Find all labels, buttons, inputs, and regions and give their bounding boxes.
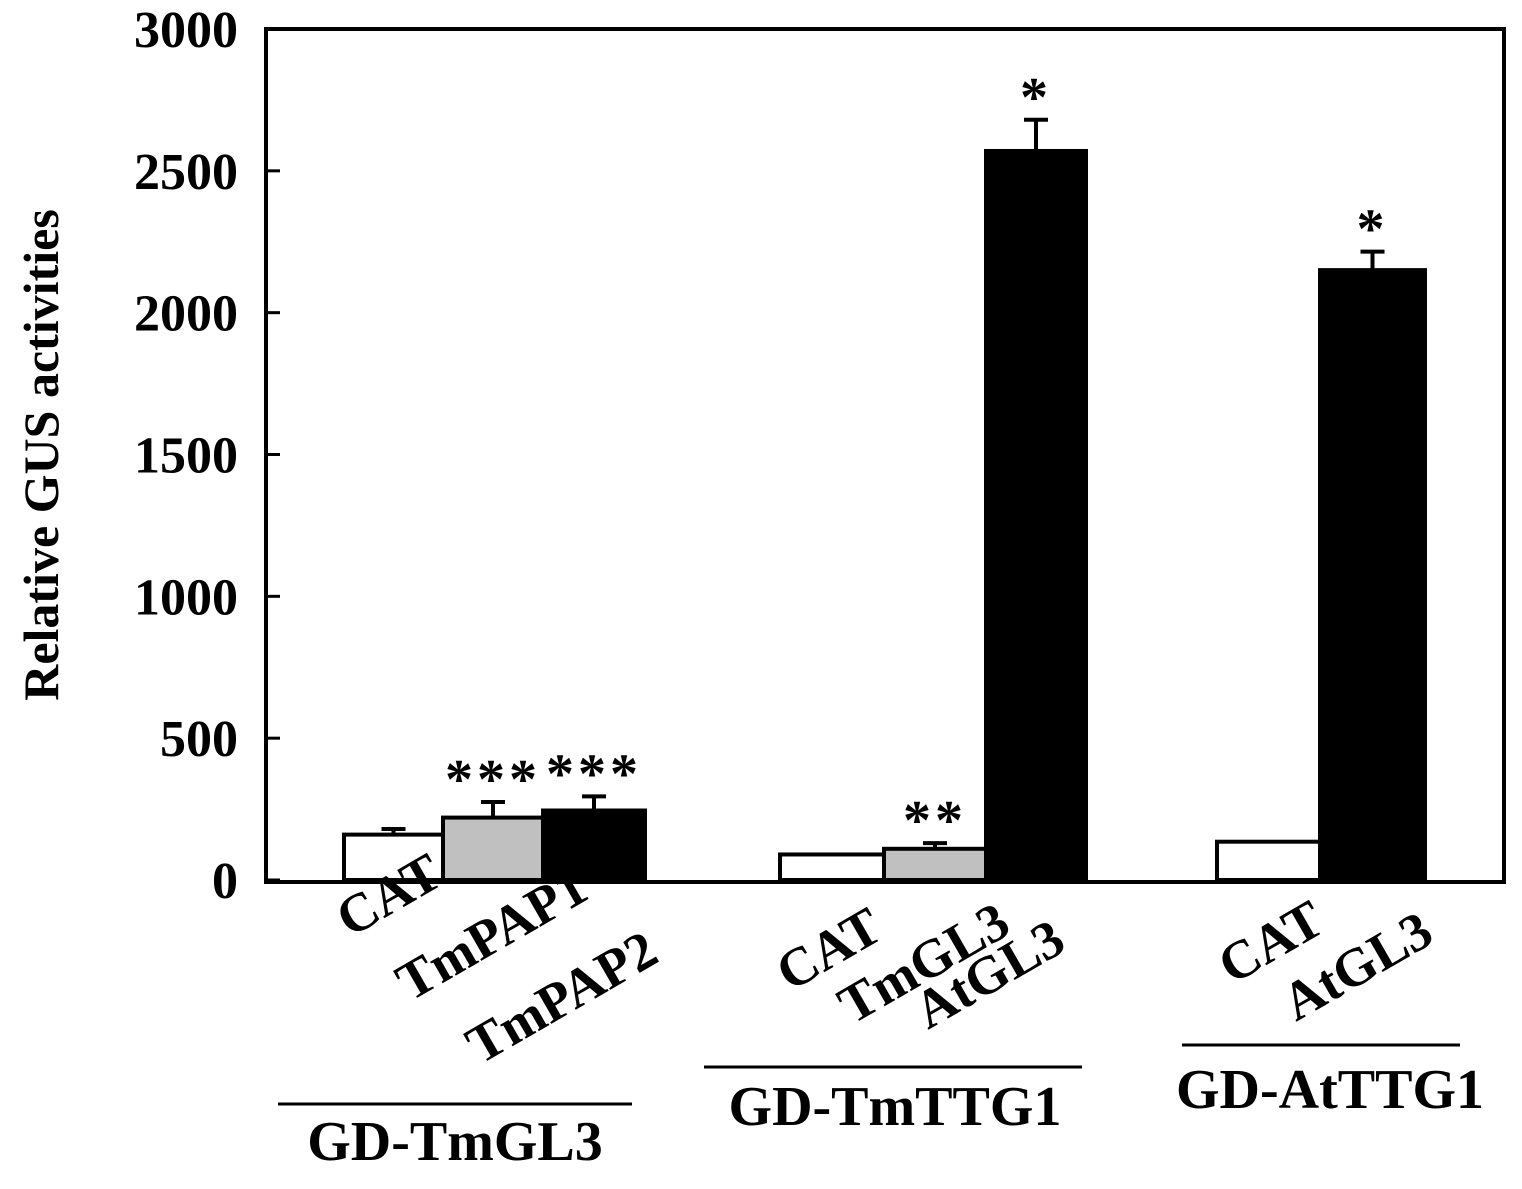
group-label: GD-AtTTG1	[1176, 1059, 1484, 1121]
bar	[1215, 839, 1322, 883]
bar	[342, 832, 445, 883]
x-axis-labels: CATTmPAP1TmPAP2GD-TmGL3CATTmGL3AtGL3GD-T…	[278, 841, 1484, 1173]
y-tick-label: 0	[212, 853, 238, 910]
y-tick-label: 1500	[134, 428, 238, 485]
bar	[778, 852, 886, 882]
significance-marker: ***	[445, 749, 541, 811]
y-tick-label: 2000	[134, 286, 238, 343]
y-tick-label: 1000	[134, 569, 238, 626]
y-tick-label: 2500	[134, 144, 238, 201]
bar	[441, 815, 545, 882]
bar	[984, 148, 1088, 882]
group-label: GD-TmGL3	[307, 1111, 603, 1173]
group-label: GD-TmTTG1	[729, 1076, 1062, 1138]
bars: *** *******	[342, 67, 1427, 883]
y-axis-label: Relative GUS activities	[13, 209, 69, 701]
bar	[1318, 268, 1427, 883]
significance-marker: ***	[546, 743, 642, 805]
y-axis: 0 500 1000 1500 2000 2500 3000	[134, 2, 280, 910]
significance-marker: *	[1357, 199, 1389, 261]
y-tick-label: 500	[160, 711, 238, 768]
bar	[541, 808, 647, 882]
bar	[882, 846, 988, 883]
y-tick-label: 3000	[134, 2, 238, 59]
significance-marker: *	[1020, 67, 1052, 129]
significance-marker: **	[903, 790, 967, 852]
